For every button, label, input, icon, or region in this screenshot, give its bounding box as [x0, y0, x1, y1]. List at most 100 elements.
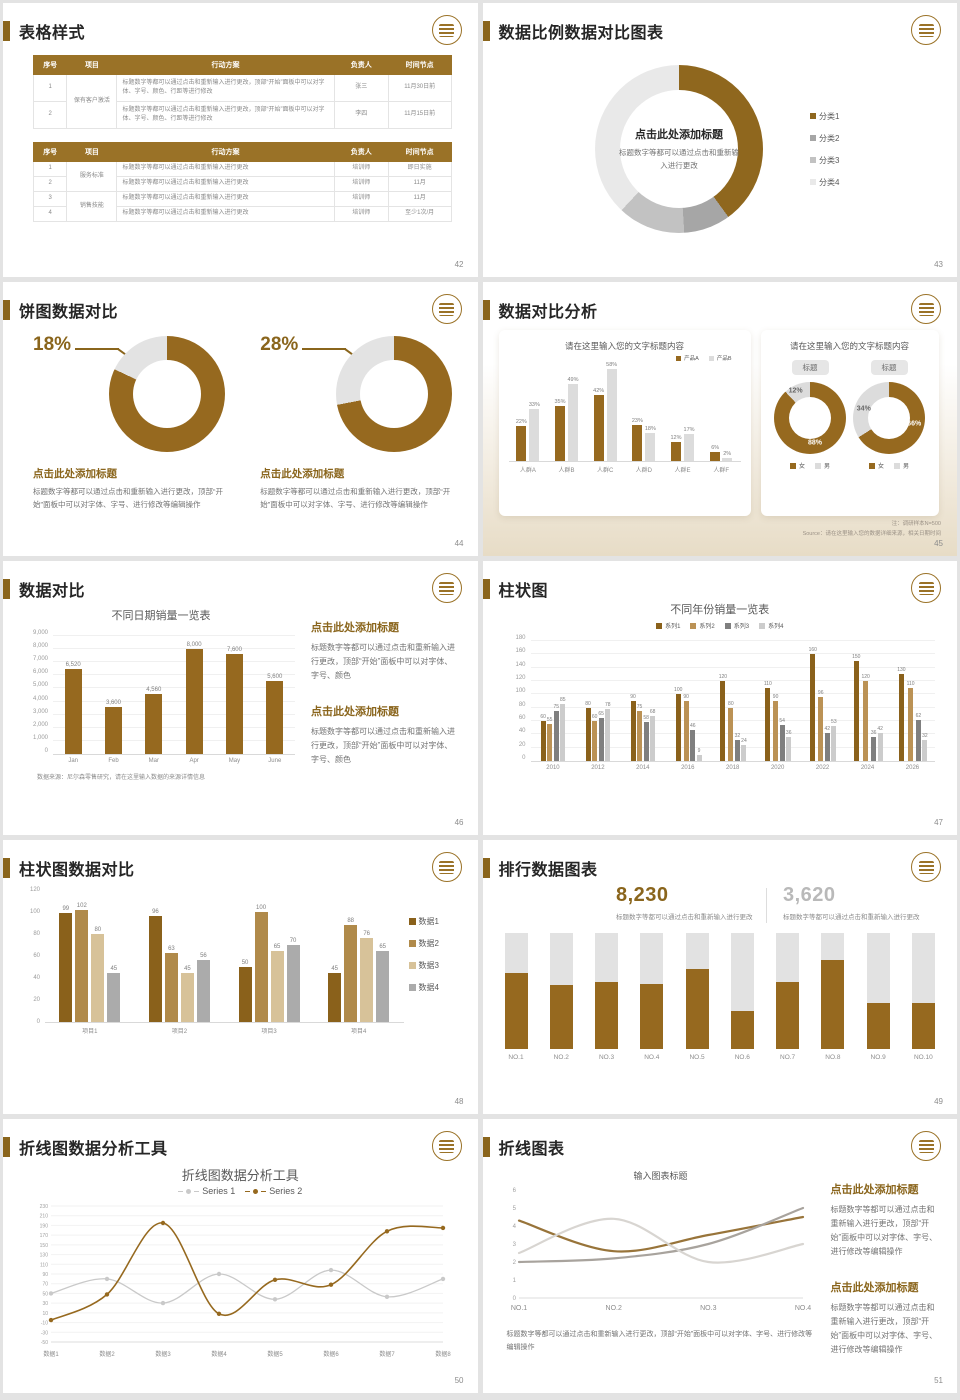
- seal-inner-lines: [439, 581, 454, 595]
- column-header: 项目: [66, 55, 118, 75]
- rank-bar-remainder: [685, 933, 709, 970]
- rank-column: NO.5: [685, 933, 709, 1061]
- data-point: [105, 1276, 110, 1282]
- x-label: 数据3: [156, 1350, 172, 1358]
- rank-column: NO.7: [776, 933, 800, 1061]
- donut-hole: [868, 397, 910, 439]
- slide-46-data-comparison[interactable]: 数据对比 不同日期销量一览表 9,000 8,000 7,000 6,000 5,000…: [3, 561, 478, 835]
- header-row: 序号 项目 行动方案 负责人 时间节点: [32, 55, 452, 75]
- data-point: [217, 1271, 222, 1277]
- bar-wrap: 46: [690, 723, 696, 761]
- bar: [254, 912, 268, 1022]
- bar: [671, 442, 681, 461]
- bar-value-label: 75: [553, 704, 560, 710]
- bar: [592, 721, 598, 761]
- bar-value-label: 36: [870, 730, 877, 736]
- legend-item: 产品B: [708, 354, 732, 362]
- data-point: [385, 1294, 390, 1299]
- gender-donut-group-1: 标题 12% 88% 女男: [774, 360, 846, 470]
- table-cell: 标题数字等都可以通过点击和重新输入进行更改: [116, 176, 335, 192]
- bar: [863, 681, 869, 761]
- bar-value-label: 32: [922, 732, 928, 739]
- bar-wrap: 80: [728, 701, 734, 761]
- callout-line: [75, 348, 119, 350]
- bar-value-label: 90: [630, 694, 636, 700]
- x-axis-labels: 项目1 项目2 项目3 项目4: [45, 1026, 404, 1035]
- bar-wrap: 85: [560, 697, 566, 761]
- slide-50-line-analysis[interactable]: 折线图数据分析工具 折线图数据分析工具 Series 1 Series 2 -50…: [3, 1119, 478, 1393]
- y-tick-label: 180: [515, 635, 526, 641]
- slide-header: 表格样式: [3, 3, 478, 43]
- x-label: 数据2: [100, 1350, 116, 1358]
- column-header: 行动方案: [116, 142, 335, 162]
- monthly-sales-bar-chart: 9,000 8,000 7,000 6,000 5,000 4,000 3,000 2,000…: [27, 630, 295, 764]
- chart-title: 不同年份销量一览表: [670, 604, 770, 616]
- bar: [145, 694, 163, 754]
- bar-value-label: 90: [772, 694, 779, 700]
- bar-value-label: 12%: [670, 435, 682, 442]
- slide-43-donut-comparison[interactable]: 数据比例数据对比图表 点击此处添加标题 标题数字等都可以通过点击和重新输入进行更…: [482, 3, 957, 277]
- chart-column: 输入图表标题 0 1 2 3 4 5 6 NO.1 NO.2 NO.3 NO.4 标题数字等都可以通…: [503, 1161, 819, 1357]
- plot-area: 60 55 75 85 80 60 65 78 90 75 58 68 100 90 46 9 120 80 32 2…: [530, 640, 935, 762]
- bar-wrap: 45: [107, 966, 121, 1022]
- table-body: 1 保有客户激活 标题数字等都可以通过点击和重新输入进行更改，顶部“开始”面板中可以…: [32, 74, 452, 129]
- pie-group-right: 28% 点击此处添加标题 标题数字等都可以通过点击和重新输入进行更改，顶部“开始…: [240, 326, 467, 531]
- bar: [180, 972, 194, 1022]
- table-cell: 11月15日前: [387, 101, 452, 129]
- bar-value-label: 49%: [567, 376, 579, 383]
- slide-48-column-comparison[interactable]: 柱状图数据对比 120 100 80 60 40 20 0 99 102 80 45 96 63 45 56…: [3, 840, 478, 1114]
- bar: [831, 725, 837, 761]
- text-block-1: 点击此处添加标题 标题数字等都可以通过点击和重新输入进行更改，顶部“开始”面板中…: [311, 619, 460, 683]
- bar: [91, 934, 105, 1022]
- bar-value-label: 76: [363, 931, 371, 938]
- bar-value-label: 120: [861, 674, 870, 680]
- slide-45-data-analysis[interactable]: 数据对比分析 请在这里输入您的文字标题内容 产品A 产品B 22% 33% 35% 49…: [482, 282, 957, 556]
- donut-center-subtitle: 标题数字等都可以通过点击和重新输入进行更改: [619, 147, 740, 170]
- bar-value-label: 80: [94, 927, 102, 933]
- data-table: 序号 项目 行动方案 负责人 时间节点 1 服务标准 标题数字等都可以通过点击和重新输入进行更…: [32, 142, 452, 222]
- slide-51-line-chart[interactable]: 折线图表 输入图表标题 0 1 2 3 4 5 6 NO.1 NO.2 NO.3 NO.4 标题数字…: [482, 1119, 957, 1393]
- y-tick-label: 20: [518, 741, 526, 748]
- x-label: 2012: [591, 765, 605, 771]
- slide-42-table-styles[interactable]: 表格样式 序号 项目 行动方案 负责人 时间节点 1 保有客户激活 标题数字等都可以通过点击和…: [3, 3, 478, 277]
- bar-value-label: 42: [877, 726, 883, 732]
- caption-title: 点击此处添加标题: [33, 468, 117, 480]
- bar-wrap: 90: [683, 694, 689, 761]
- bar: [675, 694, 681, 761]
- data-point: [441, 1225, 446, 1231]
- legend-item: 系列3: [724, 621, 749, 630]
- slide-title: 数据比例数据对比图表: [498, 25, 664, 42]
- legend-swatch: [810, 113, 817, 119]
- table-cell: 标题数字等都可以通过点击和重新输入进行更改: [116, 206, 335, 222]
- bar-group: 60 55 75 85: [531, 642, 576, 761]
- x-label: 项目1: [82, 1029, 98, 1035]
- y-tick-label: 210: [40, 1214, 49, 1220]
- plot-area: 99 102 80 45 96 63 45 56 50 100 65 70 45 88 76 65: [45, 891, 404, 1023]
- seal-inner-lines: [918, 302, 934, 316]
- data-point: [273, 1297, 278, 1302]
- bar: [516, 426, 527, 461]
- data-point: [329, 1267, 334, 1273]
- bar-value-label: 33%: [528, 401, 540, 408]
- title-accent-bar: [3, 579, 10, 599]
- slide-47-column-chart[interactable]: 柱状图 不同年份销量一览表 系列1 系列2 系列3 系列4 180 160 140 120 1…: [482, 561, 957, 835]
- rank-column: NO.4: [640, 933, 664, 1061]
- slide-44-pie-data-comparison[interactable]: 饼图数据对比 18% 点击此处添加标题 标题数字等都可以通过点击和重新输入进行更…: [3, 282, 478, 556]
- line-series: [50, 1222, 445, 1321]
- bar-wrap: 63: [164, 946, 178, 1022]
- slide-49-ranking-chart[interactable]: 排行数据图表 8,230 标题数字等都可以通过点击和重新输入进行更改 3,620…: [482, 840, 957, 1114]
- page-number: 49: [934, 1097, 943, 1106]
- y-axis: 180 160 140 120 100 80 60 40 20 0: [505, 635, 531, 771]
- bar: [360, 938, 374, 1022]
- number-caption: 标题数字等都可以通过点击和重新输入进行更改: [616, 914, 753, 921]
- bar-group: 160 96 42 53: [800, 642, 845, 761]
- bar-wrap: 4,560: [145, 687, 163, 754]
- y-tick-label: 50: [43, 1291, 49, 1297]
- bar-value-label: 17%: [683, 427, 695, 434]
- big-number-gold: 8,230: [616, 884, 669, 906]
- bar-group: 8,000: [174, 637, 214, 754]
- caption-body: 标题数字等都可以通过点击和重新输入进行更改，顶部“开始”面板中可以对字体、字号、…: [260, 487, 451, 510]
- rank-bar: [776, 933, 800, 1050]
- x-label: 人群B: [558, 468, 575, 474]
- bar-wrap: 58%: [606, 362, 617, 461]
